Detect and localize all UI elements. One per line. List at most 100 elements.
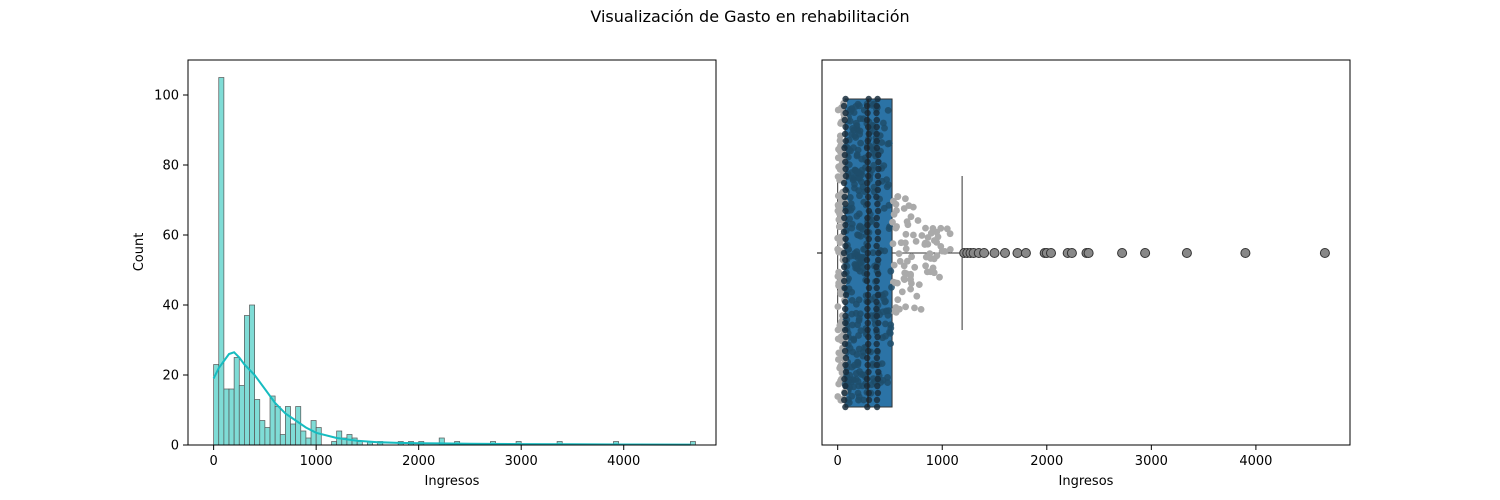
outlier-point: [1181, 248, 1192, 258]
swarm-point: [909, 203, 917, 211]
swarm-point: [894, 296, 902, 304]
swarm-point: [908, 253, 915, 261]
swarm-point: [841, 284, 848, 292]
swarm-point: [873, 354, 881, 362]
x-tick-label: 4000: [607, 454, 640, 469]
swarm-point: [875, 319, 882, 327]
swarm-point: [854, 378, 862, 385]
swarm-point: [842, 298, 849, 306]
histogram-bar: [264, 427, 271, 446]
swarm-point: [930, 269, 938, 277]
x-tick-label: 2000: [402, 454, 435, 469]
swarm-point: [895, 250, 903, 257]
histogram-bar: [331, 441, 338, 446]
swarm-point: [835, 349, 843, 357]
outlier-point: [979, 248, 990, 258]
swarm-point: [856, 192, 863, 200]
swarm-point: [875, 151, 882, 159]
swarm-point: [841, 130, 849, 138]
swarm-points: [834, 95, 954, 411]
swarm-point: [891, 279, 899, 287]
swarm-point: [884, 379, 891, 386]
swarm-point: [874, 333, 881, 341]
swarm-point: [835, 356, 842, 363]
swarm-point: [848, 220, 856, 228]
swarm-point: [917, 306, 925, 313]
swarm-point: [842, 382, 849, 390]
histogram-bar: [300, 430, 307, 446]
histogram-bar: [279, 434, 286, 446]
swarm-point: [879, 308, 887, 316]
histogram-bar: [315, 427, 322, 446]
swarm-point: [927, 229, 935, 237]
swarm-point: [841, 340, 849, 348]
swarm-point: [865, 151, 872, 159]
swarm-point: [873, 130, 880, 138]
swarm-point: [894, 193, 902, 201]
swarm-point: [864, 354, 871, 362]
swarm-point: [855, 187, 863, 195]
swarm-point: [874, 382, 881, 390]
swarm-point: [865, 389, 872, 397]
swarm-point: [863, 144, 871, 152]
swarm-point: [842, 333, 850, 341]
swarm-point: [842, 158, 849, 166]
figure-title: Visualización de Gasto en rehabilitación: [590, 7, 910, 26]
swarm-point: [874, 235, 881, 243]
swarm-point: [840, 228, 848, 236]
x-tick-label: 1000: [926, 454, 959, 469]
swarm-point: [873, 284, 880, 292]
swarm-point: [912, 238, 920, 245]
swarm-point: [848, 363, 856, 371]
swarm-point: [873, 298, 880, 306]
swarm-point: [875, 158, 882, 166]
swarm-point: [874, 375, 881, 383]
outlier-point: [1117, 248, 1128, 258]
outlier-point: [1012, 248, 1023, 258]
swarm-point: [842, 123, 849, 131]
swarm-point: [841, 396, 848, 404]
histogram-bars: [213, 77, 696, 446]
swarm-point: [875, 165, 882, 173]
swarm-point: [875, 368, 882, 376]
swarm-point: [881, 298, 889, 306]
swarm-point: [873, 340, 880, 348]
swarm-point: [846, 117, 854, 125]
swarm-point: [874, 207, 882, 215]
swarm-point: [878, 139, 886, 146]
swarm-point: [855, 345, 863, 353]
swarm-point: [902, 303, 909, 311]
swarm-point: [834, 303, 842, 310]
histogram-bar: [295, 406, 302, 446]
swarm-point: [842, 312, 849, 320]
swarm-point: [941, 248, 949, 255]
swarm-point: [887, 340, 894, 347]
swarm-point: [842, 165, 849, 173]
swarm-point: [882, 320, 889, 328]
swarm-point: [864, 305, 871, 313]
histogram-bar: [259, 420, 266, 446]
swarm-point: [856, 102, 863, 110]
swarm-point: [842, 319, 849, 327]
histogram-x-ticks: 0 1000 2000 3000 4000: [209, 445, 640, 469]
swarm-point: [849, 348, 857, 356]
outlier-point: [1319, 248, 1330, 258]
swarm-point: [896, 257, 904, 265]
swarm-point: [930, 237, 938, 244]
x-tick-label: 0: [834, 454, 842, 469]
histogram-bar: [290, 423, 297, 446]
swarm-point: [842, 235, 849, 243]
y-tick-label: 60: [162, 229, 179, 244]
swarm-point: [903, 218, 911, 226]
swarm-point: [875, 256, 882, 264]
swarm-point: [842, 403, 849, 411]
swarm-point: [834, 393, 842, 400]
swarm-point: [856, 130, 863, 138]
swarm-point: [841, 270, 848, 278]
swarm-point: [863, 256, 871, 264]
swarm-point: [842, 207, 849, 215]
swarm-point: [901, 269, 909, 277]
swarm-point: [855, 210, 863, 218]
swarm-point: [855, 296, 863, 304]
